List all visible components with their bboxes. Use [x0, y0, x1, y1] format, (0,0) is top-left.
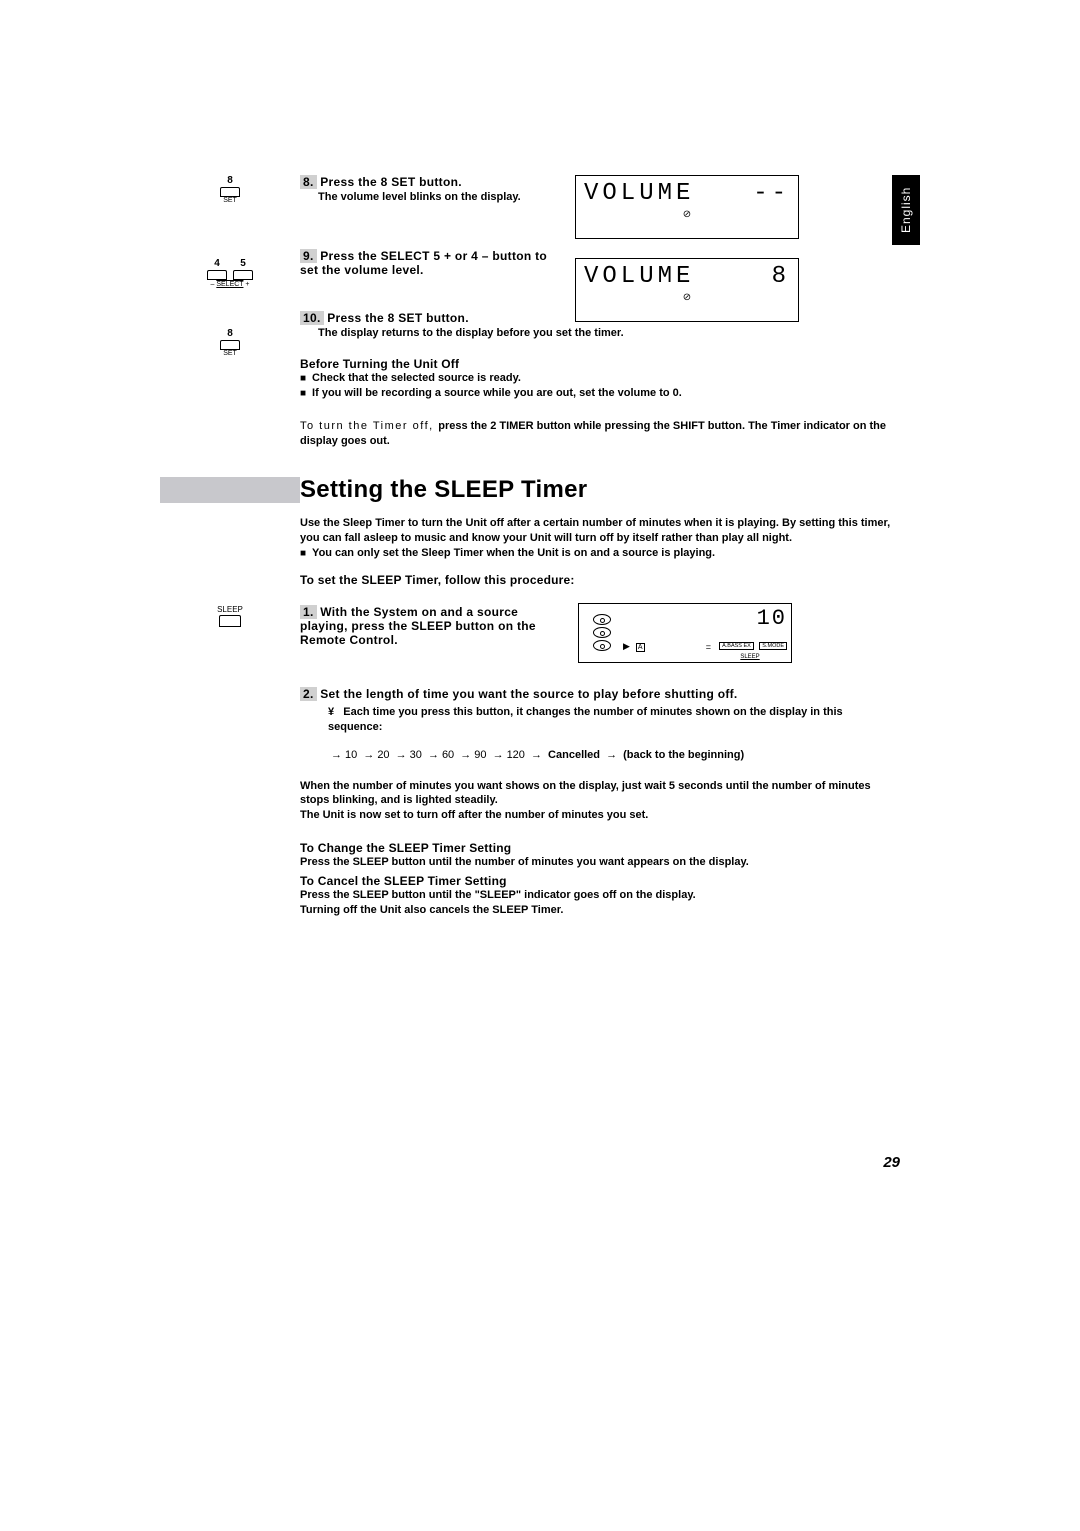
paragraph: The Unit is now set to turn off after th… [300, 808, 900, 823]
section-accent-bar [160, 477, 300, 503]
sleep-intro: Use the Sleep Timer to turn the Unit off… [300, 516, 900, 587]
step-subtext: The display returns to the display befor… [318, 327, 900, 339]
step-title: Set the length of time you want the sour… [320, 687, 737, 701]
subheading: To Change the SLEEP Timer Setting [300, 841, 900, 855]
subheading: To Cancel the SLEEP Timer Setting [300, 874, 900, 888]
paragraph: When the number of minutes you want show… [300, 779, 900, 809]
step-9: 9. Press the SELECT 5 + or 4 – button to… [300, 249, 560, 277]
sequence-line: →10 →20 →30 →60 →90 →120 → Cancelled → (… [328, 749, 900, 761]
abass-badge: A.BASS EX [719, 642, 754, 650]
play-icon: ▶ [623, 641, 630, 652]
step-number: 9. [300, 249, 317, 263]
timer-off-note: To turn the Timer off, press the 2 TIMER… [300, 419, 900, 449]
page-content: 8. Press the 8 SET button. The volume le… [180, 175, 900, 936]
cancel-section: To Cancel the SLEEP Timer Setting Press … [300, 874, 900, 918]
bullet-marker: ¥ [328, 706, 340, 718]
step-title: Press the 8 SET button. [320, 175, 462, 189]
disc-icon [593, 614, 611, 625]
step-number: 1. [300, 605, 317, 619]
seq-val: 60 [442, 749, 454, 761]
disc-icons [583, 608, 621, 658]
step-number: 2. [300, 687, 317, 701]
eq-icon: = [706, 642, 711, 652]
seq-val: 90 [474, 749, 486, 761]
disc-icon [593, 640, 611, 651]
step-10: 10. Press the 8 SET button. The display … [300, 311, 900, 339]
disc-icon [593, 627, 611, 638]
procedure-heading: To set the SLEEP Timer, follow this proc… [300, 573, 900, 587]
step-8: 8. Press the 8 SET button. The volume le… [300, 175, 900, 203]
bullet-item: You can only set the Sleep Timer when th… [300, 546, 900, 561]
paragraph: Use the Sleep Timer to turn the Unit off… [300, 516, 900, 546]
sleep-step-1: 1. With the System on and a source playi… [300, 605, 900, 647]
display-right: 10 A.BASS EX S.MODE SLEEP [713, 608, 787, 658]
step-number: 10. [300, 311, 324, 325]
step-number: 8. [300, 175, 317, 189]
display-indicators: ▶ A = [623, 608, 711, 658]
before-off-section: Before Turning the Unit Off Check that t… [300, 357, 900, 401]
subheading: Before Turning the Unit Off [300, 357, 900, 371]
change-section: To Change the SLEEP Timer Setting Press … [300, 841, 900, 870]
bullet-item: Check that the selected source is ready. [300, 371, 900, 386]
a-badge: A [636, 643, 645, 652]
display-value: 10 [713, 608, 787, 630]
step-title: Press the 8 SET button. [327, 311, 469, 325]
bullet-item: If you will be recording a source while … [300, 386, 900, 401]
section-header: Setting the SLEEP Timer [300, 476, 900, 504]
after-sequence: When the number of minutes you want show… [300, 779, 900, 824]
seq-val: 120 [507, 749, 525, 761]
seq-val: 10 [345, 749, 357, 761]
page-number: 29 [883, 1154, 900, 1171]
paragraph: Turning off the Unit also cancels the SL… [300, 903, 900, 918]
seq-val: 30 [410, 749, 422, 761]
step-subtext: The volume level blinks on the display. [318, 191, 900, 203]
paragraph: Press the SLEEP button until the "SLEEP"… [300, 888, 900, 903]
sleep-display: ▶ A = 10 A.BASS EX S.MODE SLEEP [578, 603, 792, 663]
section-title: Setting the SLEEP Timer [300, 476, 587, 504]
paragraph: Press the SLEEP button until the number … [300, 855, 900, 870]
seq-val: 20 [377, 749, 389, 761]
text-prefix: To turn the Timer off, [300, 420, 438, 432]
seq-cancelled: Cancelled [548, 749, 600, 761]
smode-badge: S.MODE [759, 642, 787, 650]
seq-tail: (back to the beginning) [623, 749, 744, 761]
sleep-indicator: SLEEP [713, 654, 787, 660]
bullet-text: Each time you press this button, it chan… [328, 706, 843, 733]
sleep-step-2: 2. Set the length of time you want the s… [300, 687, 900, 761]
step-title: With the System on and a source playing,… [300, 605, 536, 647]
step-title: Press the SELECT 5 + or 4 – button to se… [300, 249, 547, 277]
